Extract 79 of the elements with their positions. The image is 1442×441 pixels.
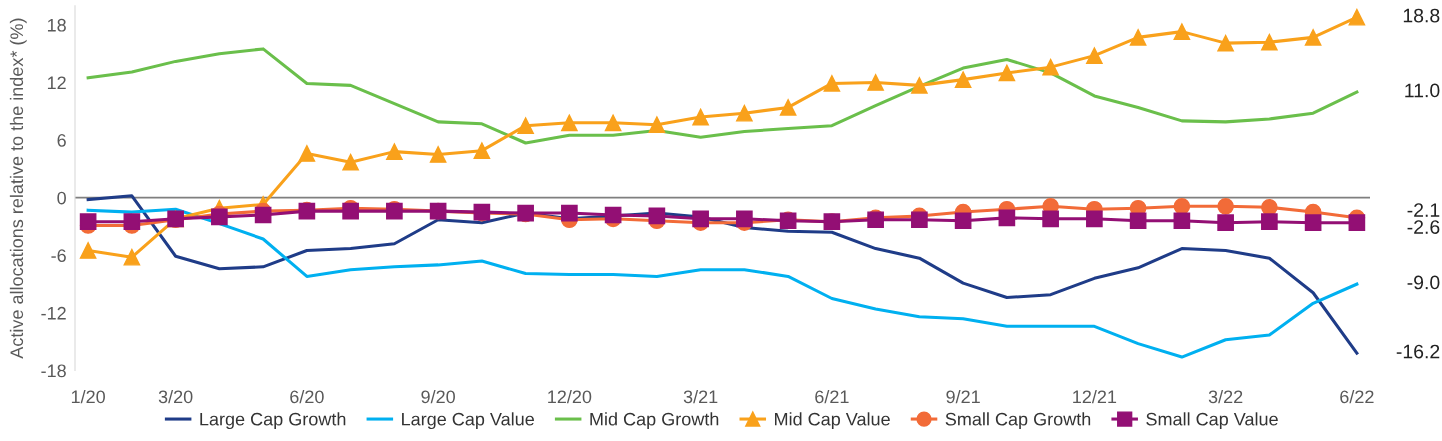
x-tick-label: 3/20	[158, 389, 193, 404]
legend-label: Mid Cap Value	[775, 412, 890, 430]
point	[254, 206, 272, 224]
point	[1217, 198, 1234, 215]
point	[1304, 214, 1322, 231]
y-tick-label: 0	[57, 191, 66, 205]
y-axis-title: Active allocations relative to the index* (%)	[9, 18, 27, 359]
point	[1173, 212, 1191, 230]
point	[1129, 29, 1147, 46]
point	[1261, 213, 1278, 231]
y-tick-label: 6	[57, 134, 66, 147]
point	[1261, 33, 1278, 51]
point	[1042, 58, 1059, 76]
point	[1304, 29, 1322, 46]
y-tick-label: 12	[47, 76, 66, 90]
point	[1086, 210, 1103, 228]
point	[1042, 210, 1059, 228]
legend-label: Small Cap Growth	[945, 412, 1091, 430]
annotation: -2.6	[1407, 220, 1440, 234]
annotation: -16.2	[1396, 344, 1440, 359]
legend-label: Small Cap Value	[1146, 412, 1278, 430]
legend-label: Mid Cap Growth	[590, 412, 719, 430]
point	[79, 213, 97, 231]
point	[648, 116, 666, 134]
x-tick-label: 9/20	[421, 389, 455, 404]
point	[123, 213, 141, 231]
point	[473, 142, 491, 159]
line-series	[86, 47, 1359, 145]
y-tick-label: -18	[41, 364, 66, 378]
point	[998, 64, 1016, 82]
point	[604, 114, 622, 132]
point	[79, 242, 97, 259]
legend-label: Large Cap Growth	[200, 412, 346, 430]
y-tick-label: -6	[51, 249, 66, 263]
x-tick-label: 12/21	[1073, 389, 1117, 404]
point	[779, 99, 797, 116]
point	[998, 209, 1016, 227]
y-tick-label: -12	[41, 306, 66, 320]
point	[517, 117, 534, 135]
x-tick-label: 3/21	[683, 389, 718, 404]
x-tick-label: 6/20	[290, 389, 324, 404]
point	[604, 206, 622, 224]
x-tick-label: 3/22	[1208, 389, 1243, 404]
point	[911, 77, 928, 94]
point	[867, 74, 884, 91]
point	[1217, 214, 1234, 231]
point	[1348, 214, 1366, 231]
x-tick-label: 12/20	[548, 389, 592, 404]
point	[736, 210, 753, 228]
point	[692, 210, 709, 228]
point	[561, 204, 578, 222]
point	[123, 248, 141, 266]
point	[1217, 34, 1234, 52]
point	[1086, 47, 1103, 64]
point	[823, 75, 841, 92]
annotation: 11.0	[1405, 83, 1440, 98]
x-tick-label: 1/20	[71, 389, 105, 404]
point	[1173, 23, 1191, 40]
x-tick-label: 6/22	[1340, 389, 1374, 404]
point	[429, 146, 447, 163]
point	[911, 211, 928, 229]
point	[1129, 212, 1147, 230]
annotation: 18.8	[1403, 8, 1440, 23]
point	[954, 212, 972, 230]
x-tick-label: 6/21	[815, 389, 849, 404]
annotation: -9.0	[1407, 275, 1440, 290]
legend-label: Large Cap Value	[402, 412, 534, 430]
point	[648, 207, 666, 225]
point	[954, 71, 972, 88]
annotation: -2.1	[1407, 203, 1440, 217]
point	[692, 108, 709, 126]
y-tick-label: 18	[47, 18, 66, 32]
point	[386, 143, 403, 160]
point	[736, 104, 753, 122]
x-tick-label: 9/21	[946, 389, 980, 404]
point	[342, 153, 359, 171]
point	[298, 145, 316, 162]
point	[561, 114, 578, 132]
point	[1348, 8, 1366, 26]
